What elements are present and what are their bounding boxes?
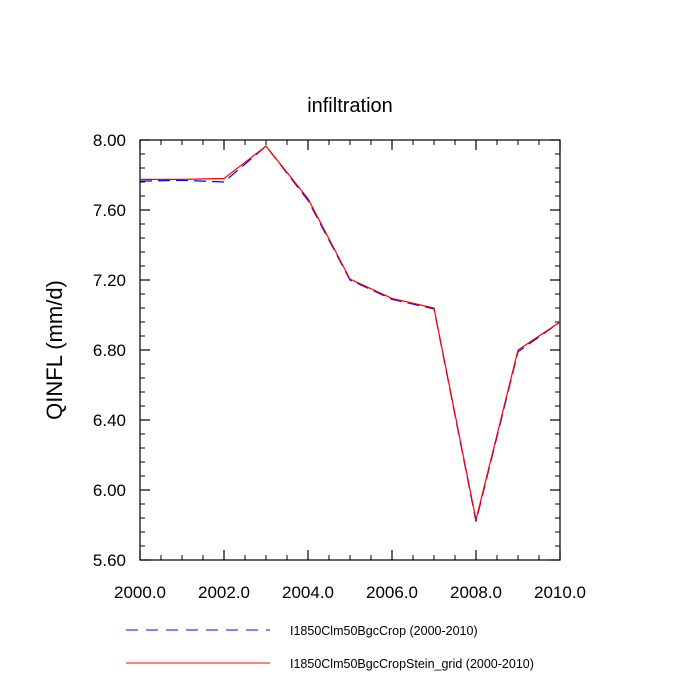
y-tick-label: 6.00 [93,481,126,500]
chart-title: infiltration [307,95,393,117]
axis-ticks: 2000.0 2002.0 2004.0 2006.0 2008.0 2010.0 5.60… [93,131,586,602]
series-line-crop-stein-grid [140,145,561,520]
x-tick-label: 2004.0 [282,583,334,602]
y-tick-label: 6.40 [93,411,126,430]
y-tick-label: 6.80 [93,341,126,360]
y-tick-label: 8.00 [93,131,126,150]
y-tick-label: 7.60 [93,201,126,220]
x-tick-label: 2008.0 [450,583,502,602]
series-lines [139,145,561,522]
legend-label: I1850Clm50BgcCrop (2000-2010) [290,624,478,638]
x-tick-label: 2010.0 [534,583,586,602]
legend-label: I1850Clm50BgcCropStein_grid (2000-2010) [290,657,534,671]
y-tick-label: 7.20 [93,271,126,290]
plot-frame [139,139,561,561]
x-tick-label: 2000.0 [114,583,166,602]
x-tick-label: 2006.0 [366,583,418,602]
y-tick-label: 5.60 [93,551,126,570]
y-axis-label: QINFL (mm/d) [42,280,67,420]
series-line-crop [139,145,561,522]
legend: I1850Clm50BgcCrop (2000-2010) I1850Clm50B… [126,624,534,671]
x-tick-label: 2002.0 [198,583,250,602]
